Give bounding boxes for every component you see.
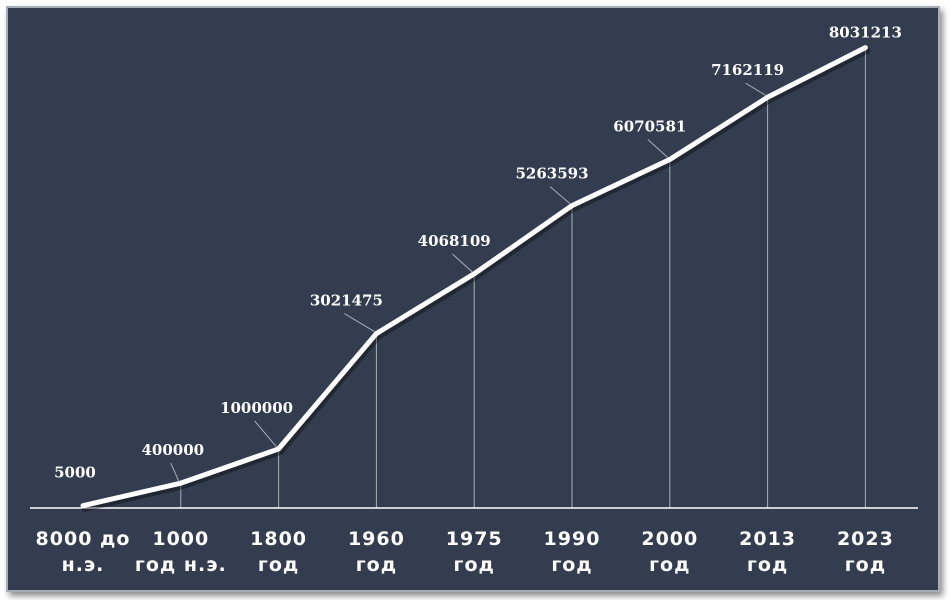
data-label: 6070581 [613,118,686,136]
leader-line [451,253,473,273]
series-line-shadow [82,47,871,512]
x-tick-label: 2023 год [837,528,894,576]
x-tick-label: 1000 год н.э. [135,528,227,576]
x-tick-label: 8000 до н.э. [36,528,131,576]
leader-line [254,420,277,448]
data-label: 1000000 [220,399,293,417]
series-line [80,45,868,509]
leader-line [170,462,180,482]
leader-line [549,186,571,204]
data-label: 5000 [54,464,96,482]
x-tick-label: 1975 год [446,528,503,576]
data-label: 3021475 [310,292,383,310]
x-tick-label: 1960 год [348,528,405,576]
leader-line [745,82,766,96]
chart-frame [6,6,940,592]
leader-line [344,313,375,332]
leader-line [647,139,669,158]
data-label: 8031213 [829,24,902,42]
data-label: 5263593 [515,165,588,183]
data-label: 400000 [141,441,204,459]
data-label: 4068109 [418,232,491,250]
x-tick-label: 1990 год [544,528,601,576]
data-label: 7162119 [711,61,784,79]
x-tick-label: 2000 год [641,528,698,576]
x-tick-label: 1800 год [250,528,307,576]
x-tick-label: 2013 год [739,528,796,576]
